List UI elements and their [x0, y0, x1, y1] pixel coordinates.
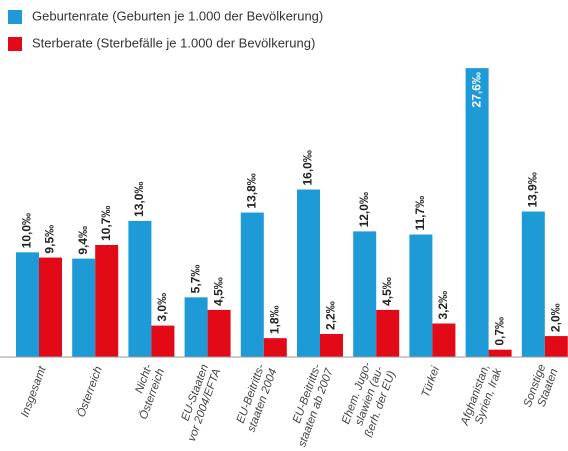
bar	[128, 220, 152, 357]
x-tick-label: Ehem. Jugo-slawien (au-ßerh. der EU)	[339, 360, 399, 439]
bar	[207, 309, 231, 357]
x-tick-label: EU-Staatenvor 2004/EFTA	[174, 362, 224, 443]
value-label: 2,0‰	[548, 303, 562, 332]
x-tick-label: Nicht-Österreich	[126, 363, 168, 422]
value-label: 12,0‰	[357, 192, 371, 227]
value-label: 9,5‰	[43, 225, 57, 254]
bar	[297, 189, 320, 357]
legend-swatch	[8, 10, 22, 24]
value-label: 1,8‰	[267, 305, 281, 334]
x-tick-label: EU-Beitritts-staaten ab 2007	[284, 362, 336, 449]
bar	[353, 231, 377, 357]
bar	[72, 258, 96, 357]
value-label: 13,9‰	[525, 172, 539, 207]
value-label: 9,4‰	[76, 226, 90, 255]
legend-swatch	[8, 37, 22, 51]
value-label: 13,8‰	[244, 173, 258, 208]
value-label: 2,2‰	[324, 301, 338, 330]
x-tick-label: Türkei	[420, 365, 442, 400]
value-label: 10,7‰	[99, 206, 113, 241]
value-label: 0,7‰	[492, 317, 506, 346]
value-label: 10,0‰	[20, 213, 34, 248]
value-label: 4,5‰	[380, 277, 394, 306]
bar	[488, 349, 512, 357]
value-label: 27,6‰	[469, 72, 483, 107]
bar	[432, 323, 456, 357]
value-label: 3,2‰	[436, 291, 450, 320]
x-tick-label: EU-Beitritts-staaten 2004	[233, 363, 279, 434]
bar	[465, 68, 489, 358]
value-label: 5,7‰	[188, 265, 202, 294]
bar	[39, 257, 62, 357]
bar	[320, 333, 343, 357]
bar	[521, 211, 545, 357]
x-tick-label: Österreich	[75, 365, 104, 419]
legend-label: Geburtenrate (Geburten je 1.000 der Bevö…	[32, 8, 323, 23]
x-tick-label: Insgesamt	[19, 364, 49, 419]
value-label: 16,0‰	[301, 150, 315, 185]
x-tick-label: Afghanistan,Syrien, Irak	[459, 362, 505, 433]
bar	[184, 297, 208, 357]
bar	[16, 252, 39, 357]
value-label: 13,0‰	[132, 182, 146, 217]
value-label: 11,7‰	[413, 196, 427, 231]
value-label: 3,0‰	[155, 293, 169, 322]
bar	[263, 338, 287, 357]
bar	[151, 325, 175, 357]
bar	[409, 234, 433, 357]
bar	[376, 309, 400, 357]
x-tick-label: SonstigeStaaten	[522, 363, 561, 414]
bar	[95, 245, 119, 357]
bar	[544, 336, 568, 357]
bar	[240, 212, 264, 357]
value-label: 4,5‰	[211, 277, 225, 306]
legend-label: Sterberate (Sterbefälle je 1.000 der Bev…	[32, 35, 315, 50]
